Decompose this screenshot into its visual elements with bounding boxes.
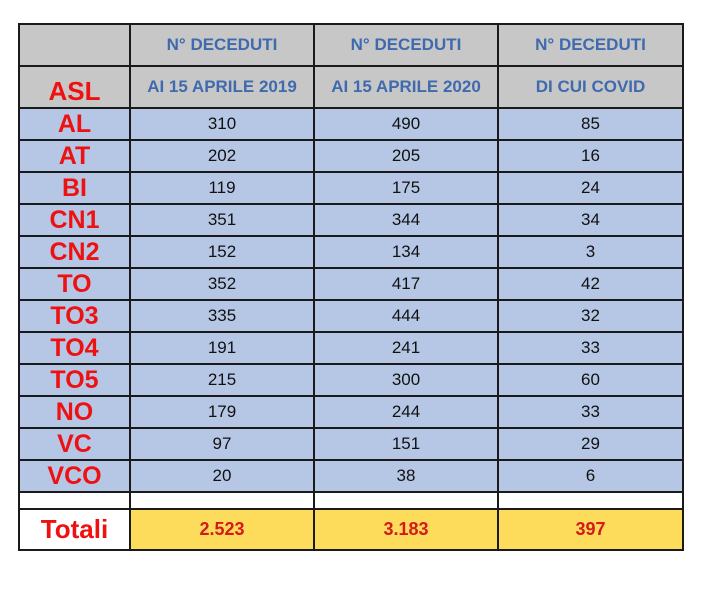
covid-deaths-cell: 32 <box>497 299 684 333</box>
asl-cell: VC <box>18 427 131 461</box>
deaths-2019-cell: 97 <box>129 427 315 461</box>
table-row: TO3 335 444 32 <box>18 299 684 333</box>
table-row: CN2 152 134 3 <box>18 235 684 269</box>
covid-deaths-cell: 6 <box>497 459 684 493</box>
covid-deaths-cell: 24 <box>497 171 684 205</box>
deaths-2020-cell: 344 <box>313 203 499 237</box>
deaths-2020-cell: 490 <box>313 107 499 141</box>
deaths-2020-cell: 444 <box>313 299 499 333</box>
covid-deaths-cell: 33 <box>497 331 684 365</box>
deaths-2020-cell: 134 <box>313 235 499 269</box>
header-cell-2019: AI 15 APRILE 2019 <box>129 65 315 109</box>
covid-deaths-cell: 60 <box>497 363 684 397</box>
asl-cell: AT <box>18 139 131 173</box>
header-cell-2019-top: N° DECEDUTI <box>129 23 315 67</box>
table-row: TO4 191 241 33 <box>18 331 684 365</box>
deaths-2020-cell: 38 <box>313 459 499 493</box>
covid-deaths-cell: 3 <box>497 235 684 269</box>
deaths-2020-cell: 417 <box>313 267 499 301</box>
covid-deaths-cell: 33 <box>497 395 684 429</box>
table-row: TO5 215 300 60 <box>18 363 684 397</box>
deaths-2019-cell: 119 <box>129 171 315 205</box>
table-row: AL 310 490 85 <box>18 107 684 141</box>
deaths-2019-cell: 179 <box>129 395 315 429</box>
header-cell-empty <box>18 23 131 67</box>
deaths-2019-cell: 351 <box>129 203 315 237</box>
deaths-2019-cell: 335 <box>129 299 315 333</box>
spacer-row <box>18 491 684 510</box>
deaths-2019-cell: 215 <box>129 363 315 397</box>
deaths-2020-cell: 241 <box>313 331 499 365</box>
asl-cell: TO3 <box>18 299 131 333</box>
table-row: VCO 20 38 6 <box>18 459 684 493</box>
asl-cell: TO5 <box>18 363 131 397</box>
asl-deaths-table: N° DECEDUTI N° DECEDUTI N° DECEDUTI ASL … <box>18 23 684 551</box>
table-row: BI 119 175 24 <box>18 171 684 205</box>
total-2020-cell: 3.183 <box>313 508 499 551</box>
asl-cell: TO <box>18 267 131 301</box>
deaths-2019-cell: 191 <box>129 331 315 365</box>
asl-cell: TO4 <box>18 331 131 365</box>
deaths-2019-cell: 310 <box>129 107 315 141</box>
covid-deaths-cell: 42 <box>497 267 684 301</box>
totals-label-cell: Totali <box>18 508 131 551</box>
header-cell-2020-top: N° DECEDUTI <box>313 23 499 67</box>
asl-cell: CN2 <box>18 235 131 269</box>
deaths-2020-cell: 205 <box>313 139 499 173</box>
header-cell-asl: ASL <box>18 65 131 109</box>
table-row: AT 202 205 16 <box>18 139 684 173</box>
asl-cell: AL <box>18 107 131 141</box>
deaths-2020-cell: 151 <box>313 427 499 461</box>
spacer-cell <box>18 491 131 510</box>
deaths-2019-cell: 352 <box>129 267 315 301</box>
spacer-cell <box>129 491 315 510</box>
covid-deaths-cell: 16 <box>497 139 684 173</box>
table-row: NO 179 244 33 <box>18 395 684 429</box>
covid-deaths-cell: 34 <box>497 203 684 237</box>
table-row: CN1 351 344 34 <box>18 203 684 237</box>
deaths-2019-cell: 152 <box>129 235 315 269</box>
covid-deaths-cell: 29 <box>497 427 684 461</box>
deaths-2020-cell: 300 <box>313 363 499 397</box>
covid-deaths-cell: 85 <box>497 107 684 141</box>
asl-cell: VCO <box>18 459 131 493</box>
header-cell-2020: AI 15 APRILE 2020 <box>313 65 499 109</box>
table-row: VC 97 151 29 <box>18 427 684 461</box>
asl-cell: CN1 <box>18 203 131 237</box>
header-cell-covid-top: N° DECEDUTI <box>497 23 684 67</box>
header-row-1: N° DECEDUTI N° DECEDUTI N° DECEDUTI <box>18 23 684 67</box>
total-2019-cell: 2.523 <box>129 508 315 551</box>
deaths-2019-cell: 20 <box>129 459 315 493</box>
deaths-2020-cell: 244 <box>313 395 499 429</box>
header-row-2: ASL AI 15 APRILE 2019 AI 15 APRILE 2020 … <box>18 65 684 109</box>
deaths-2019-cell: 202 <box>129 139 315 173</box>
deaths-2020-cell: 175 <box>313 171 499 205</box>
spacer-cell <box>497 491 684 510</box>
asl-cell: NO <box>18 395 131 429</box>
asl-cell: BI <box>18 171 131 205</box>
total-covid-cell: 397 <box>497 508 684 551</box>
spacer-cell <box>313 491 499 510</box>
totals-row: Totali 2.523 3.183 397 <box>18 508 684 551</box>
table-row: TO 352 417 42 <box>18 267 684 301</box>
header-cell-covid: DI CUI COVID <box>497 65 684 109</box>
